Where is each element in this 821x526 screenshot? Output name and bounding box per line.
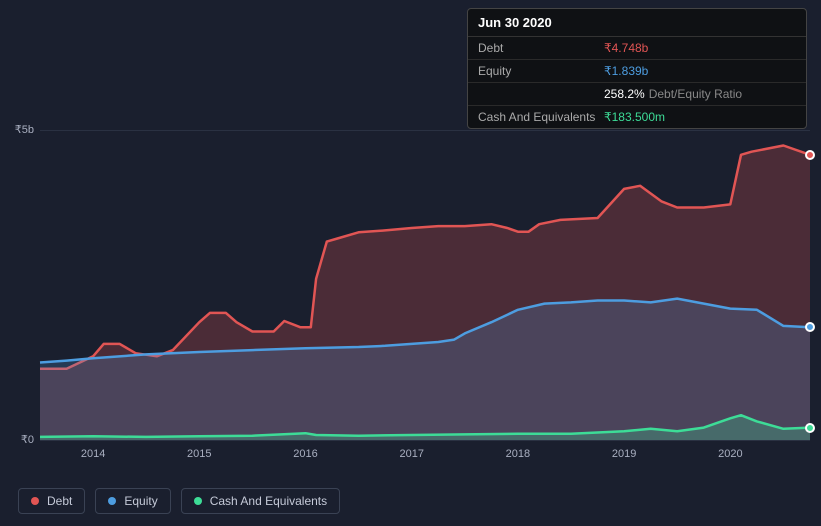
tooltip-date: Jun 30 2020 [468,9,806,37]
tooltip-row: Debt₹4.748b [468,37,806,60]
legend-item-debt[interactable]: Debt [18,488,85,514]
x-axis-label: 2020 [718,448,742,460]
y-axis-label: ₹0 [4,433,34,446]
x-axis-label: 2018 [506,448,530,460]
plot-region[interactable] [40,130,810,440]
tooltip-row-label: Cash And Equivalents [478,110,604,124]
tooltip-row-label [478,87,604,101]
chart-tooltip: Jun 30 2020 Debt₹4.748bEquity₹1.839b258.… [467,8,807,129]
tooltip-row-value: ₹183.500m [604,110,796,124]
legend-label: Equity [124,494,157,508]
legend-item-cash-and-equivalents[interactable]: Cash And Equivalents [181,488,340,514]
gridline-horizontal [40,130,810,131]
legend-item-equity[interactable]: Equity [95,488,170,514]
gridline-horizontal [40,440,810,441]
tooltip-row-value: ₹1.839b [604,64,796,78]
series-end-marker [805,322,815,332]
x-axis-label: 2019 [612,448,636,460]
legend-dot [31,497,39,505]
x-axis-label: 2014 [81,448,105,460]
tooltip-row-label: Equity [478,64,604,78]
tooltip-row-label: Debt [478,41,604,55]
legend: Debt Equity Cash And Equivalents [18,488,340,514]
legend-dot [108,497,116,505]
tooltip-row: 258.2%Debt/Equity Ratio [468,83,806,106]
tooltip-row: Cash And Equivalents₹183.500m [468,106,806,128]
tooltip-row-value: 258.2%Debt/Equity Ratio [604,87,796,101]
series-end-marker [805,423,815,433]
series-end-marker [805,150,815,160]
y-axis-label: ₹5b [4,123,34,136]
x-axis-label: 2015 [187,448,211,460]
x-axis-label: 2016 [293,448,317,460]
legend-label: Cash And Equivalents [210,494,327,508]
legend-label: Debt [47,494,72,508]
x-axis-label: 2017 [399,448,423,460]
tooltip-row: Equity₹1.839b [468,60,806,83]
tooltip-row-secondary: Debt/Equity Ratio [649,87,742,101]
tooltip-row-value: ₹4.748b [604,41,796,55]
legend-dot [194,497,202,505]
